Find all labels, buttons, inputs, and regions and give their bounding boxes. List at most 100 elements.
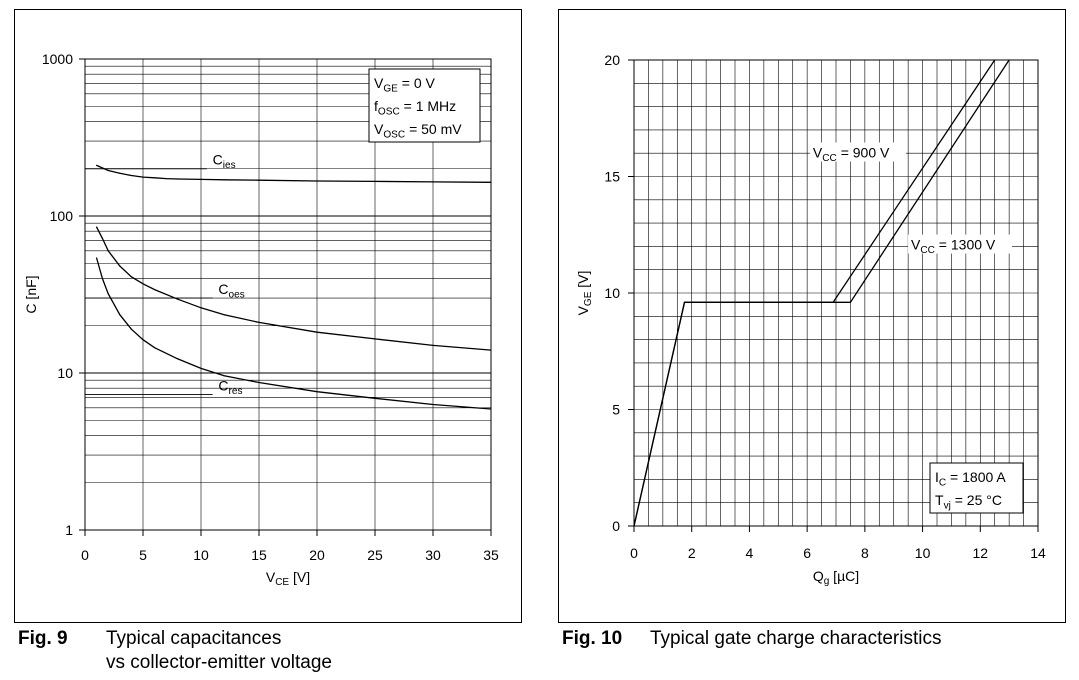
gate-charge-chart: 0 2 4 6 8 10 12 14 0 5 10 15 20 Qg [µC] VGE [V] VCC = 9… (558, 9, 1066, 623)
chart1-legend-line: fOSC = 1 MHz (374, 98, 456, 118)
fig10-caption-line1: Typical gate charge characteristics (650, 628, 942, 649)
chart2-series-label-bg (809, 142, 906, 162)
chart2-x-tick-label: 14 (1030, 545, 1046, 561)
chart1-point-ies (374, 180, 376, 183)
chart1-series-res (95, 257, 492, 410)
chart1-point-ies (96, 164, 98, 167)
chart1-point-res (200, 367, 202, 369)
chart2-x-axis-label: Qg [µC] (813, 568, 859, 587)
chart2-series-label-vcc-1: VCC = 1300 V (911, 237, 996, 257)
chart2-legend-line: IC = 1800 A (935, 469, 1006, 489)
chart1-point-oes (119, 265, 121, 267)
chart2-x-tick-label: 8 (861, 545, 869, 561)
chart2-frame (558, 9, 1066, 623)
chart1-plot-border (84, 58, 492, 531)
fig10-number: Fig. 10 (562, 628, 623, 649)
chart1-point-res (316, 391, 318, 393)
chart1-point-res (374, 397, 376, 399)
chart1-x-tick-label: 30 (425, 547, 441, 563)
chart1-point-oes (200, 307, 202, 309)
chart1-x-tick-label: 20 (309, 547, 325, 563)
chart1-x-tick-label: 35 (483, 547, 499, 563)
chart1-point-oes (142, 283, 144, 285)
chart2-legend-box (929, 462, 1024, 514)
chart1-point-ies (130, 174, 132, 177)
chart1-point-oes (258, 321, 260, 324)
chart1-series-oes (96, 226, 492, 351)
fig9-number: Fig. 9 (18, 628, 68, 649)
chart1-x-tick-label: 25 (367, 547, 383, 563)
chart2-x-tick-label: 2 (688, 545, 696, 561)
fig9-caption-line2: vs collector-emitter voltage (106, 652, 332, 673)
chart1-point-oes (177, 298, 179, 300)
chart2-series-vcc-1 (633, 59, 1010, 527)
fig9-caption-line1: Typical capacitances (106, 628, 282, 649)
chart2-x-tick-label: 0 (630, 545, 638, 561)
chart1-point-res (119, 314, 121, 316)
chart2-y-tick-label: 10 (604, 285, 620, 301)
chart2-x-tick-label: 4 (746, 545, 754, 561)
chart1-legend-line: VGE = 0 V (374, 75, 436, 95)
chart2-x-tick-label: 12 (972, 545, 988, 561)
chart1-point-ies (316, 180, 318, 182)
chart2-point-vcc-1 (633, 525, 635, 527)
chart1-point-ies (223, 179, 225, 181)
chart1-x-axis-label: VCE [V] (266, 569, 310, 588)
chart1-point-res (258, 381, 260, 384)
chart1-x-tick-label: 10 (193, 547, 209, 563)
chart1-point-res (96, 257, 98, 259)
chart2-y-tick-label: 15 (604, 169, 620, 185)
chart1-y-tick-label: 100 (50, 208, 74, 224)
chart2-y-tick-label: 5 (612, 402, 620, 418)
chart1-frame (14, 9, 522, 623)
chart1-point-res (142, 339, 144, 341)
chart1-y-tick-label: 1000 (42, 51, 73, 67)
chart2-point-vcc-1 (1008, 59, 1010, 61)
chart1-point-oes (223, 314, 225, 316)
chart2-y-tick-label: 0 (612, 518, 620, 534)
chart1-point-oes (130, 276, 132, 278)
chart1-point-oes (316, 331, 318, 333)
chart1-point-ies (432, 181, 434, 183)
chart1-point-res (177, 358, 179, 360)
chart1-x-tick-label: 0 (81, 547, 89, 563)
chart2-point-vcc-1 (683, 301, 686, 303)
chart1-point-res (490, 408, 492, 410)
chart1-point-res (432, 403, 434, 406)
chart1-point-oes (101, 237, 103, 239)
chart1-point-res (101, 277, 103, 280)
chart1-series-ies (96, 164, 492, 183)
chart1-y-tick-label: 1 (65, 522, 73, 538)
chart1-point-res (223, 375, 225, 377)
chart1-point-res (107, 293, 109, 295)
fig10-caption: Fig. 10 Typical gate charge characteristi… (562, 627, 941, 651)
chart2-series-label-bg (908, 234, 1013, 254)
capacitance-chart: 0 5 10 15 20 25 30 35 1 10 100 1000 VCE [V] C [nF] Cie… (14, 9, 522, 623)
chart1-series-label-res: Cres (218, 377, 242, 397)
chart1-point-oes (432, 344, 434, 346)
chart1-point-ies (490, 181, 492, 183)
chart1-x-tick-label: 5 (139, 547, 147, 563)
chart1-point-oes (107, 250, 109, 252)
chart1-point-oes (490, 349, 492, 351)
chart1-point-oes (374, 338, 376, 340)
chart1-y-tick-label: 10 (57, 365, 73, 381)
chart1-point-oes (96, 226, 98, 228)
chart1-point-ies (177, 178, 179, 180)
chart1-point-ies (119, 172, 121, 174)
chart1-y-axis-label: C [nF] (23, 275, 39, 313)
chart1-point-ies (107, 169, 109, 172)
chart2-x-tick-label: 6 (803, 545, 811, 561)
chart1-point-res (130, 328, 132, 330)
chart1-point-res (154, 347, 156, 349)
chart1-series-label-ies: Cies (213, 152, 236, 172)
chart1-point-ies (154, 177, 156, 179)
chart2-point-vcc-1 (849, 301, 852, 303)
chart1-point-ies (258, 179, 260, 181)
chart1-point-ies (142, 176, 144, 178)
chart2-y-tick-label: 20 (604, 52, 620, 68)
chart2-series-label-vcc-0: VCC = 900 V (813, 145, 890, 165)
chart1-legend-line: VOSC = 50 mV (374, 121, 462, 141)
chart1-x-tick-label: 15 (251, 547, 267, 563)
